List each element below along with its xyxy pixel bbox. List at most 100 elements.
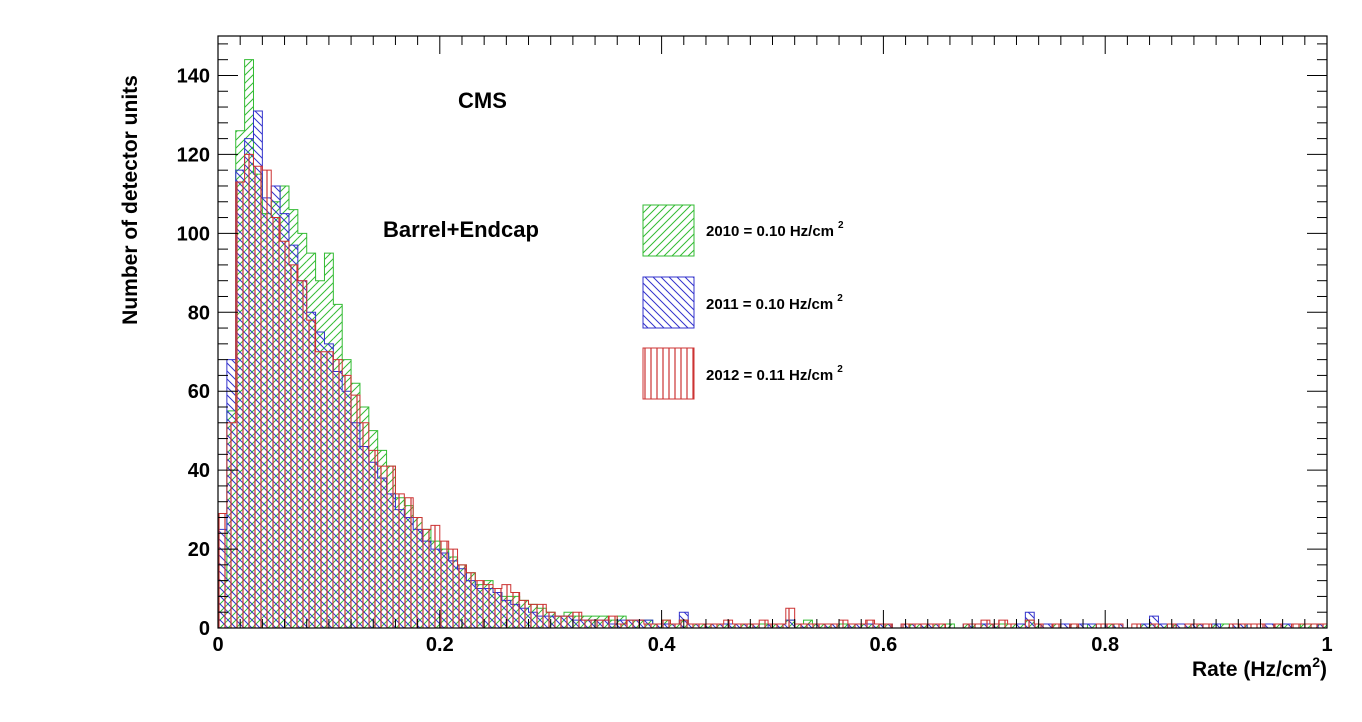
series-outline-2: [217, 153, 1328, 629]
histogram-bars: [217, 59, 1328, 629]
histogram-bar: [670, 624, 680, 628]
histogram-bar: [395, 493, 405, 628]
histogram-bar: [422, 529, 431, 628]
histogram-bar: [528, 604, 538, 628]
histogram-bar: [572, 612, 582, 628]
legend-label-2010-superscript: 2: [838, 220, 844, 231]
histogram-bar: [484, 584, 494, 628]
histogram-bar: [1202, 624, 1212, 628]
x-axis-title: Rate (Hz/cm2): [1192, 654, 1327, 682]
histogram-bar: [386, 466, 396, 628]
histogram-bar: [475, 580, 485, 628]
histogram-bar: [883, 624, 893, 628]
y-tick-label: 40: [188, 460, 210, 482]
histogram-bar: [297, 280, 307, 628]
histogram-bar: [430, 525, 440, 628]
histogram-bar: [342, 375, 352, 628]
histogram-bar: [1264, 624, 1274, 628]
y-tick-label: 80: [188, 302, 210, 324]
histogram-bar: [732, 624, 742, 628]
legend-swatch-0: [642, 204, 695, 257]
histogram-bar: [262, 170, 272, 629]
histogram-bar: [466, 572, 476, 628]
histogram-bar: [1105, 624, 1115, 628]
histogram-bar: [280, 241, 289, 628]
histogram-bar: [253, 166, 263, 629]
legend-label-2012-text: 2012 = 0.11 Hz/cm: [706, 367, 834, 384]
histogram-bar: [1087, 624, 1097, 628]
histogram-bar: [1291, 624, 1301, 628]
histogram-bar: [759, 620, 769, 628]
histogram-bar: [927, 624, 937, 628]
x-tick-label: 0.2: [426, 634, 454, 656]
histogram-bar: [1220, 624, 1230, 628]
histogram-bar: [368, 450, 378, 628]
y-tick-label: 120: [177, 144, 210, 166]
histogram-bar: [785, 608, 795, 628]
histogram-bar: [741, 624, 751, 628]
histogram-bar: [652, 624, 662, 628]
histogram-bar: [564, 616, 573, 628]
histogram-bar: [972, 624, 981, 628]
histogram-bar: [963, 624, 973, 628]
histogram-bar: [271, 217, 281, 628]
histogram-bar: [324, 351, 334, 628]
histogram-bar: [1051, 624, 1061, 628]
histogram-bar: [555, 616, 565, 628]
histogram-bar: [1149, 616, 1159, 628]
histogram-bar: [1149, 624, 1159, 628]
histogram-bar: [1318, 624, 1327, 628]
histogram-bar: [847, 624, 857, 628]
x-axis-title-superscript: 2: [1312, 654, 1320, 670]
legend-swatches: [642, 204, 695, 400]
histogram-bar: [918, 624, 928, 628]
histogram-bar: [377, 466, 387, 628]
histogram-bar: [1309, 624, 1319, 628]
histogram-bar: [1016, 624, 1026, 628]
histogram-bar: [501, 584, 511, 628]
histogram-bar: [661, 620, 671, 628]
barrel-endcap-annotation: Barrel+Endcap: [383, 217, 539, 242]
histogram-bar: [457, 564, 467, 628]
histogram-bar: [776, 624, 786, 628]
histogram-bar: [1069, 624, 1079, 628]
histogram-bar: [413, 517, 423, 628]
histogram-bar: [537, 604, 547, 628]
histogram-bar: [235, 182, 245, 628]
histogram-bar: [830, 624, 840, 628]
histogram-bar: [865, 620, 875, 628]
histogram-bar: [351, 395, 360, 628]
histogram-bar: [1185, 624, 1194, 628]
histogram-bar: [306, 320, 316, 628]
legend-label-2011-text: 2011 = 0.10 Hz/cm: [706, 296, 834, 313]
histogram-bar: [244, 154, 254, 628]
legend-label-2010-text: 2010 = 0.10 Hz/cm: [706, 223, 835, 240]
histogram-bar: [980, 620, 990, 628]
x-tick-label: 0.8: [1091, 634, 1119, 656]
histogram-bar: [226, 422, 236, 628]
histogram-bar: [1229, 624, 1239, 628]
histogram-bar: [821, 624, 831, 628]
axis-ticks: 0 20 40 60 80 100 120 140 0 0.2 0.4 0.6 0.8 1: [177, 36, 1333, 656]
histogram-bar: [1131, 624, 1141, 628]
x-axis-title-text: Rate (Hz/cm: [1192, 658, 1313, 681]
histogram-bar: [1060, 624, 1070, 628]
histogram-bar: [404, 497, 414, 628]
legend-swatch-1: [642, 276, 695, 329]
histogram-bar: [510, 592, 520, 628]
legend-label-2011-superscript: 2: [837, 293, 843, 304]
histogram-bar: [1140, 624, 1150, 628]
histogram-bar: [998, 620, 1008, 628]
histogram-bar: [493, 588, 502, 628]
histogram-bar: [1176, 624, 1186, 628]
histogram-bar: [1096, 624, 1106, 628]
histogram-bar: [1114, 624, 1123, 628]
x-tick-label: 0.6: [869, 634, 897, 656]
histogram-bar: [218, 513, 227, 628]
histogram-bar: [626, 620, 635, 628]
legend-label-2012: 2012 = 0.11 Hz/cm 2: [706, 364, 843, 384]
histogram-bar: [936, 624, 946, 628]
legend-label-2010: 2010 = 0.10 Hz/cm 2: [706, 220, 844, 240]
y-tick-label: 0: [199, 618, 210, 640]
histogram-bar: [1158, 624, 1168, 628]
